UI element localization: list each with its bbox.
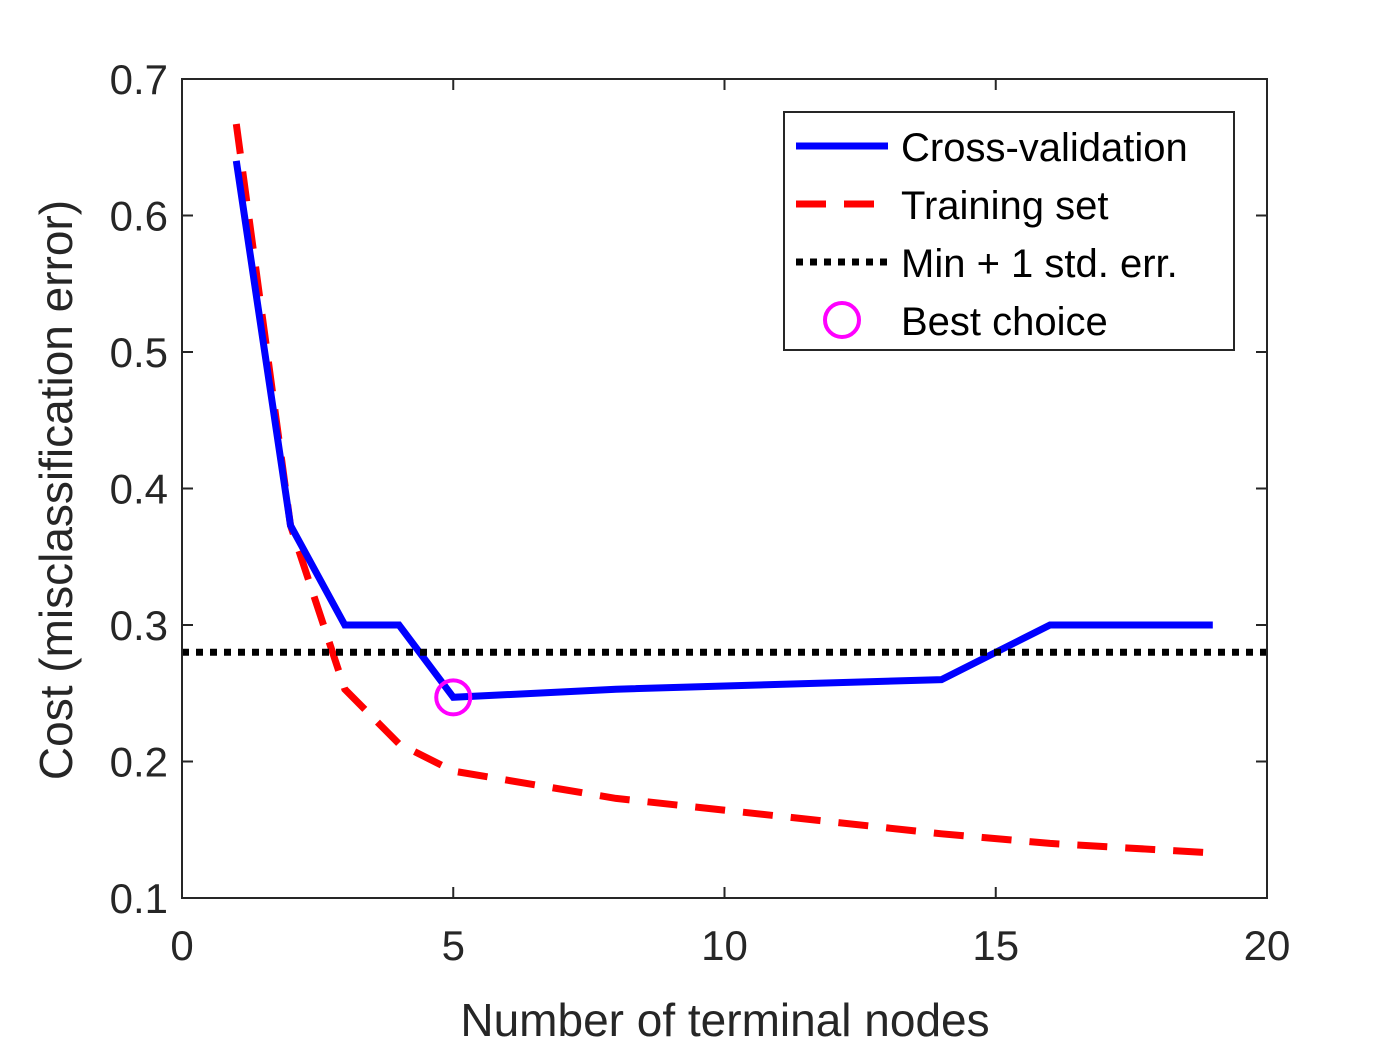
y-tick-label: 0.4 [110,466,168,513]
legend-label-training-set: Training set [901,184,1109,228]
x-tick-label: 5 [442,922,465,969]
ticks-layer: 0 5 10 15 20 0.1 0.2 0.3 0.4 0.5 0.6 0.7 [110,56,1291,969]
legend-swatch-best-choice [823,301,861,339]
y-tick-label: 0.1 [110,875,168,922]
x-axis-label: Number of terminal nodes [460,994,989,1046]
legend-label-min-std-err: Min + 1 std. err. [901,242,1178,286]
y-tick-label: 0.3 [110,602,168,649]
legend: Cross-validation Training set Min + 1 st… [783,111,1235,351]
series-line-cross-validation [232,160,1213,701]
y-tick-label: 0.2 [110,739,168,786]
y-tick-label: 0.7 [110,56,168,103]
x-tick-label: 20 [1244,922,1291,969]
legend-label-best-choice: Best choice [901,300,1108,344]
y-tick-label: 0.5 [110,329,168,376]
x-tick-label: 0 [170,922,193,969]
marker-layer [434,678,473,717]
marker-best-choice [434,678,473,717]
x-tick-label: 10 [701,922,748,969]
legend-box [783,111,1235,351]
plot-frame [181,78,1268,899]
y-tick-label: 0.6 [110,193,168,240]
x-tick-label: 15 [972,922,1019,969]
legend-label-cross-validation: Cross-validation [901,126,1188,170]
series-layer [182,123,1267,857]
y-axis-label: Cost (misclassification error) [30,200,82,780]
